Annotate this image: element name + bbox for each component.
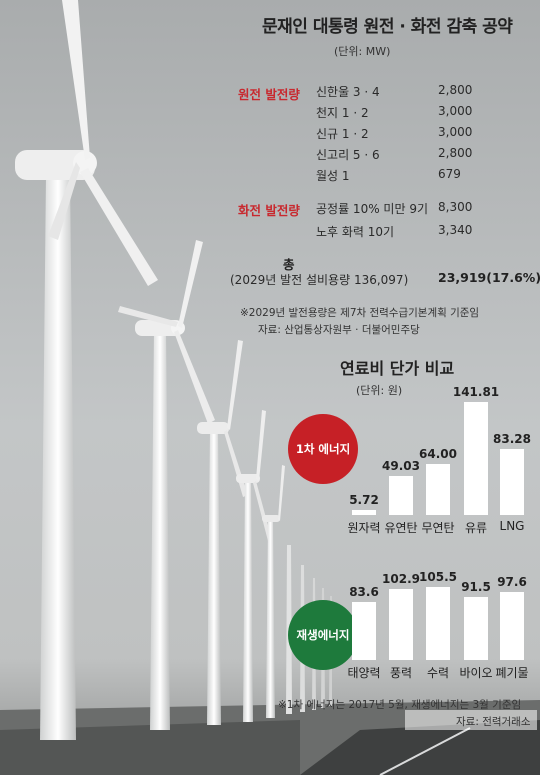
nuclear-row-name: 신고리 5 · 6: [316, 148, 380, 162]
total-value: 23,919(17.6%): [438, 270, 540, 285]
primary-energy-badge: 1차 에너지: [288, 414, 358, 484]
bar: [500, 592, 524, 660]
category-label: 원자력: [347, 521, 381, 535]
bar: [389, 475, 413, 515]
thermal-label: 화전 발전량: [238, 203, 300, 218]
category-label: 수력: [426, 666, 450, 680]
nuclear-row-value: 3,000: [438, 125, 473, 139]
bar-value-label: 83.28: [493, 431, 531, 446]
bar: [500, 448, 524, 515]
bar: [426, 587, 450, 660]
source-note: 자료: 산업통상자원부 · 더불어민주당: [258, 324, 420, 336]
renewable-energy-label: 재생에너지: [296, 628, 350, 642]
fuel-unit-label: (단위: 원): [356, 384, 403, 397]
thermal-row-name: 노후 화력 10기: [316, 225, 395, 239]
bar: [464, 402, 488, 515]
nuclear-row-value: 2,800: [438, 146, 473, 160]
bar-value-label: 64.00: [419, 447, 457, 461]
category-label: 태양력: [347, 666, 381, 680]
footnote: ※2029년 발전용량은 제7차 전력수급기본계획 기준임: [240, 307, 480, 319]
bar-value-label: 91.5: [461, 579, 491, 594]
category-label: LNG: [499, 519, 525, 533]
renewable-energy-badge: 재생에너지: [288, 600, 358, 670]
category-label: 폐기물: [495, 666, 529, 680]
category-label: 바이오: [459, 666, 493, 680]
bar: [352, 602, 376, 660]
category-label: 유연탄: [384, 521, 418, 535]
nuclear-row-name: 신규 1 · 2: [316, 127, 369, 141]
bar-value-label: 97.6: [497, 575, 527, 590]
nuclear-row-value: 3,000: [438, 104, 473, 118]
fuel-source-note: 자료: 전력거래소: [456, 716, 531, 728]
bar: [464, 596, 488, 660]
thermal-row-value: 8,300: [438, 200, 473, 214]
thermal-row-value: 3,340: [438, 223, 473, 237]
category-label: 풍력: [389, 666, 413, 680]
category-label: 무연탄: [421, 521, 455, 535]
total-sublabel: (2029년 발전 설비용량 136,097): [230, 273, 409, 287]
nuclear-label: 원전 발전량: [238, 87, 300, 102]
nuclear-row-name: 월성 1: [316, 169, 350, 183]
bar: [426, 464, 450, 515]
primary-energy-label: 1차 에너지: [295, 442, 351, 456]
nuclear-row-name: 천지 1 · 2: [316, 106, 369, 120]
nuclear-row-value: 679: [438, 167, 461, 181]
bar-value-label: 5.72: [349, 493, 379, 508]
page-title: 문재인 대통령 원전 · 화전 감축 공약: [262, 17, 513, 37]
total-label: 총: [283, 257, 295, 272]
thermal-row-name: 공정률 10% 미만 9기: [316, 202, 428, 216]
category-label: 유류: [464, 521, 488, 535]
bar-value-label: 83.6: [349, 585, 379, 600]
bar: [352, 510, 376, 515]
bar-value-label: 141.81: [452, 385, 500, 399]
bar-value-label: 49.03: [382, 458, 420, 473]
fuel-footnote: ※1차 에너지는 2017년 5월, 재생에너지는 3월 기준임: [278, 699, 522, 711]
bar-value-label: 105.5: [419, 570, 457, 584]
nuclear-row-value: 2,800: [438, 83, 473, 97]
bar-value-label: 102.9: [382, 571, 420, 586]
fuel-chart-title: 연료비 단가 비교: [340, 359, 455, 378]
bar: [389, 588, 413, 660]
unit-label: (단위: MW): [334, 45, 391, 58]
nuclear-row-name: 신한울 3 · 4: [316, 85, 380, 99]
